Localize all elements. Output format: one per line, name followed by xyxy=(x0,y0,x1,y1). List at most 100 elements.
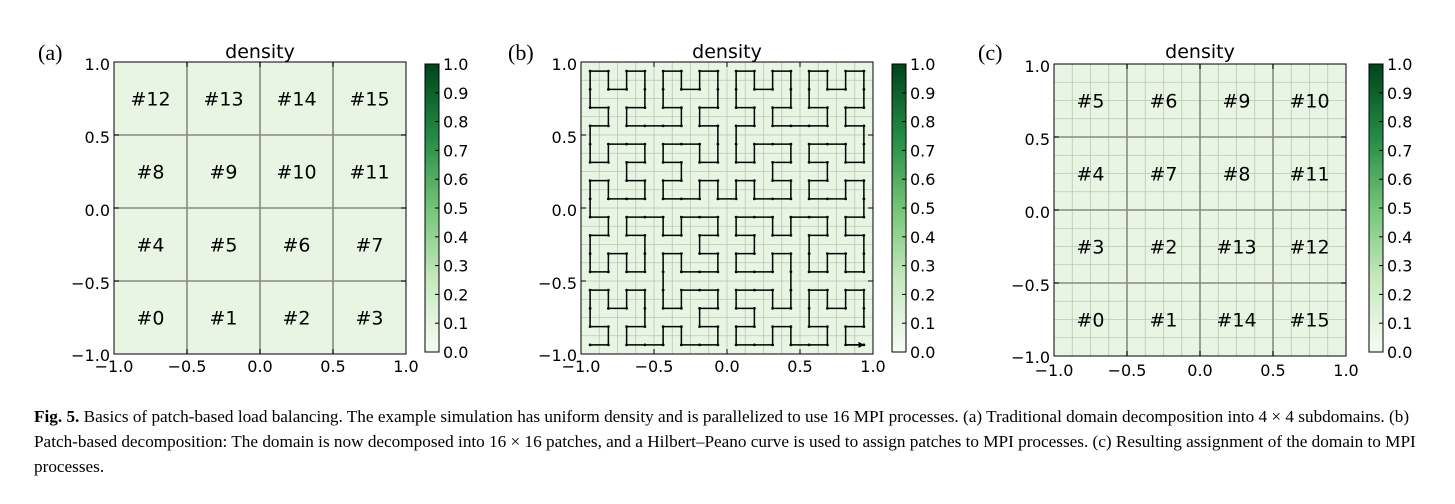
process-label: #12 xyxy=(130,89,170,111)
hilbert-point xyxy=(661,288,665,292)
hilbert-point xyxy=(606,306,610,310)
hilbert-point xyxy=(606,233,610,237)
hilbert-point xyxy=(862,69,866,73)
hilbert-point xyxy=(643,160,647,164)
colorbar-tick-label: 0.2 xyxy=(1387,285,1412,304)
y-tick-label: 0.5 xyxy=(552,128,577,147)
hilbert-point xyxy=(807,270,811,274)
hilbert-point xyxy=(734,252,738,256)
process-label: #13 xyxy=(1216,237,1256,259)
process-label: #0 xyxy=(1076,310,1104,332)
hilbert-point xyxy=(862,306,866,310)
hilbert-point xyxy=(625,160,629,164)
hilbert-point xyxy=(734,288,738,292)
hilbert-point xyxy=(588,325,592,329)
hilbert-point xyxy=(679,179,683,183)
hilbert-point xyxy=(789,142,793,146)
hilbert-point xyxy=(752,160,756,164)
y-tick-label: −1.0 xyxy=(538,346,577,365)
colorbar-ticks: 0.0 0.1 0.2 0.3 0.4 0.5 0.6 0.7 0.8 0.9 1.0 xyxy=(435,55,468,362)
hilbert-point xyxy=(807,252,811,256)
y-axis: 1.0 0.5 0.0 −0.5 −1.0 xyxy=(1011,57,1050,367)
hilbert-point xyxy=(789,233,793,237)
hilbert-point xyxy=(698,288,702,292)
hilbert-point xyxy=(643,124,647,128)
colorbar-tick-label: 0.2 xyxy=(910,285,935,304)
hilbert-point xyxy=(789,325,793,329)
hilbert-point xyxy=(789,306,793,310)
hilbert-point xyxy=(625,179,629,183)
hilbert-point xyxy=(844,233,848,237)
colorbar-tick-label: 0.0 xyxy=(443,343,468,362)
hilbert-point xyxy=(807,343,811,347)
hilbert-point xyxy=(825,288,829,292)
hilbert-point xyxy=(716,306,720,310)
hilbert-point xyxy=(862,197,866,201)
hilbert-point xyxy=(588,233,592,237)
hilbert-point xyxy=(661,69,665,73)
hilbert-point xyxy=(679,197,683,201)
hilbert-point xyxy=(752,179,756,183)
x-tick-label: 1.0 xyxy=(393,357,418,376)
hilbert-point xyxy=(679,270,683,274)
y-tick-label: 0.5 xyxy=(85,128,110,147)
hilbert-point xyxy=(698,106,702,110)
hilbert-point xyxy=(643,87,647,91)
process-label: #14 xyxy=(1216,310,1256,332)
hilbert-point xyxy=(716,160,720,164)
hilbert-point xyxy=(588,69,592,73)
colorbar-tick-label: 0.1 xyxy=(910,314,935,333)
hilbert-point xyxy=(679,325,683,329)
hilbert-point xyxy=(771,306,775,310)
hilbert-point xyxy=(625,288,629,292)
hilbert-point xyxy=(698,87,702,91)
hilbert-point xyxy=(625,124,629,128)
hilbert-point xyxy=(752,142,756,146)
hilbert-point xyxy=(807,142,811,146)
hilbert-point xyxy=(588,124,592,128)
hilbert-point xyxy=(606,160,610,164)
hilbert-point xyxy=(716,69,720,73)
hilbert-curve xyxy=(589,70,865,346)
colorbar-tick-label: 0.0 xyxy=(1387,343,1412,362)
panel-title: density xyxy=(1165,41,1235,63)
process-label: #11 xyxy=(349,162,389,184)
hilbert-point xyxy=(625,325,629,329)
process-label: #6 xyxy=(1149,91,1177,113)
colorbar-tick-label: 0.3 xyxy=(1387,257,1412,276)
hilbert-point xyxy=(734,306,738,310)
hilbert-point xyxy=(771,142,775,146)
hilbert-point xyxy=(643,69,647,73)
hilbert-point xyxy=(771,252,775,256)
hilbert-point xyxy=(588,343,592,347)
hilbert-point xyxy=(844,87,848,91)
hilbert-point xyxy=(716,197,720,201)
x-tick-label: −1.0 xyxy=(1035,361,1074,380)
hilbert-point xyxy=(771,124,775,128)
panel-title: density xyxy=(692,41,762,63)
hilbert-point xyxy=(661,252,665,256)
hilbert-point xyxy=(716,233,720,237)
colorbar-tick-label: 0.4 xyxy=(1387,228,1412,247)
hilbert-point xyxy=(752,270,756,274)
hilbert-point xyxy=(771,106,775,110)
hilbert-point xyxy=(625,106,629,110)
hilbert-point xyxy=(752,252,756,256)
hilbert-point xyxy=(807,124,811,128)
colorbar-tick-label: 0.6 xyxy=(443,170,468,189)
hilbert-point xyxy=(789,288,793,292)
hilbert-point xyxy=(752,215,756,219)
hilbert-point xyxy=(606,215,610,219)
hilbert-point xyxy=(679,252,683,256)
hilbert-point xyxy=(789,179,793,183)
hilbert-point xyxy=(625,87,629,91)
hilbert-point xyxy=(825,69,829,73)
hilbert-point xyxy=(752,288,756,292)
hilbert-point xyxy=(643,233,647,237)
hilbert-point xyxy=(606,288,610,292)
y-tick-label: −0.5 xyxy=(71,274,110,293)
process-label: #9 xyxy=(209,162,237,184)
hilbert-point xyxy=(716,179,720,183)
hilbert-point xyxy=(679,306,683,310)
hilbert-point xyxy=(716,343,720,347)
